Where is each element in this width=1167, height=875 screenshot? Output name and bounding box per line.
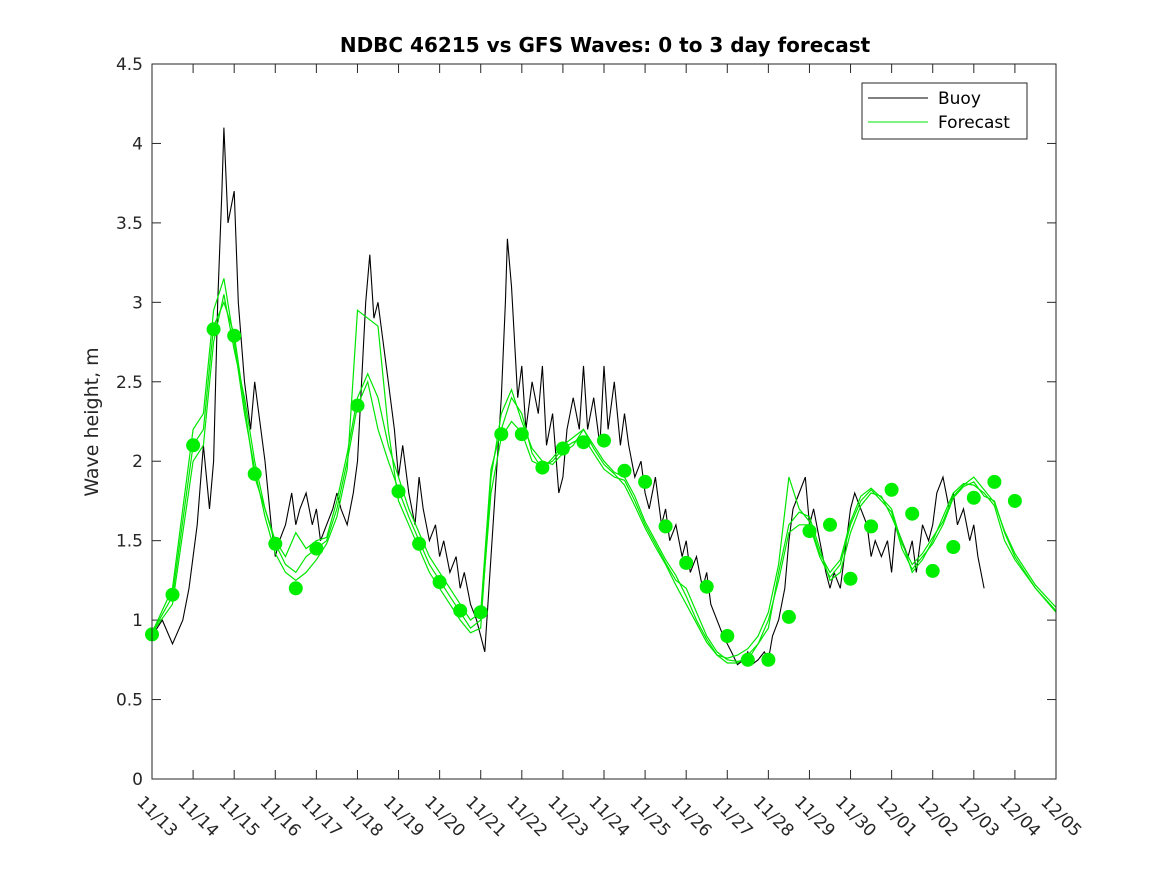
forecast-marker: [288, 581, 303, 596]
forecast-marker: [1007, 493, 1022, 508]
forecast-marker: [514, 427, 529, 442]
y-tick-label: 3: [132, 293, 143, 313]
forecast-marker: [494, 427, 509, 442]
forecast-marker: [781, 609, 796, 624]
y-tick-label: 2.5: [116, 373, 143, 393]
legend-box: [861, 82, 1028, 140]
y-tick-label: 4: [132, 134, 143, 154]
forecast-marker: [966, 490, 981, 505]
forecast-line-3: [151, 294, 1057, 659]
forecast-marker: [309, 541, 324, 556]
forecast-marker: [617, 463, 632, 478]
y-tick-label: 2: [132, 452, 143, 472]
forecast-marker: [946, 540, 961, 554]
forecast-marker: [165, 587, 180, 602]
forecast-marker: [186, 438, 201, 453]
forecast-marker: [576, 435, 591, 450]
forecast-marker: [227, 328, 242, 343]
forecast-markers: [145, 322, 1022, 667]
forecast-marker: [905, 506, 920, 521]
y-tick-label: 1.5: [116, 532, 143, 552]
plot-frame: [151, 63, 1057, 780]
forecast-marker: [987, 474, 1002, 489]
forecast-marker: [206, 322, 221, 337]
forecast-marker: [823, 517, 837, 532]
legend-forecast-label: Forecast: [938, 113, 1010, 133]
forecast-marker: [473, 605, 488, 620]
forecast-marker: [268, 536, 283, 551]
y-axis-ticks: 0 0.5 1 1.5 2 2.5 3 3.5 4 4.5: [116, 55, 1056, 790]
forecast-marker: [864, 519, 879, 534]
forecast-marker: [597, 433, 611, 448]
forecast-marker: [720, 629, 735, 643]
forecast-marker: [658, 519, 673, 534]
forecast-marker: [884, 482, 899, 497]
forecast-marker: [432, 575, 447, 589]
y-tick-label: 3.5: [116, 214, 143, 234]
forecast-line-2: [151, 278, 1057, 664]
forecast-marker: [740, 652, 755, 667]
forecast-marker: [555, 441, 570, 456]
y-tick-label: 4.5: [116, 55, 143, 75]
y-tick-label: 0.5: [116, 691, 143, 711]
forecast-marker: [391, 484, 406, 499]
y-tick-label: 1: [132, 611, 143, 631]
forecast-marker: [350, 398, 365, 413]
legend-buoy-label: Buoy: [938, 89, 981, 109]
forecast-marker: [925, 563, 940, 578]
forecast-marker: [412, 536, 427, 551]
forecast-marker: [802, 524, 817, 539]
y-tick-label: 0: [132, 770, 143, 790]
plot-area: [152, 64, 1056, 779]
y-axis-title: Wave height, m: [81, 347, 103, 496]
forecast-marker: [535, 460, 550, 475]
forecast-marker: [679, 555, 694, 570]
forecast-marker: [247, 466, 262, 481]
forecast-marker: [761, 652, 776, 667]
forecast-marker: [843, 571, 858, 586]
forecast-marker: [638, 474, 653, 489]
legend: Buoy Forecast: [861, 82, 1028, 140]
forecast-marker: [453, 603, 468, 618]
chart-title: NDBC 46215 vs GFS Waves: 0 to 3 day fore…: [340, 33, 871, 57]
forecast-marker: [699, 579, 714, 594]
